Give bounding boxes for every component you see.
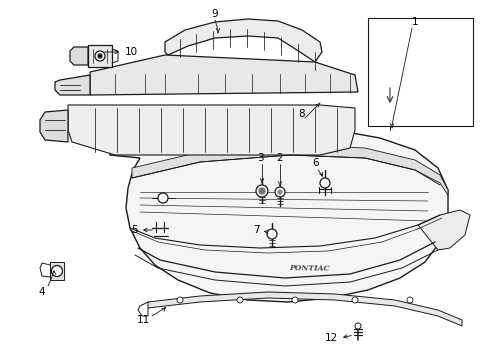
Text: 6: 6	[312, 158, 319, 168]
Circle shape	[95, 51, 105, 61]
Polygon shape	[55, 75, 90, 95]
Text: 3: 3	[256, 153, 263, 163]
Polygon shape	[417, 210, 469, 250]
Polygon shape	[132, 145, 447, 195]
Circle shape	[406, 297, 412, 303]
Ellipse shape	[285, 75, 299, 85]
Polygon shape	[68, 105, 354, 155]
Polygon shape	[50, 262, 64, 280]
Circle shape	[98, 54, 102, 58]
Polygon shape	[40, 110, 68, 142]
Circle shape	[351, 297, 357, 303]
Circle shape	[158, 193, 168, 203]
Ellipse shape	[156, 123, 183, 137]
Text: 12: 12	[324, 333, 337, 343]
Polygon shape	[148, 292, 461, 326]
Text: PONTIAC: PONTIAC	[289, 264, 330, 273]
Circle shape	[274, 187, 285, 197]
Polygon shape	[88, 45, 112, 67]
Text: 8: 8	[298, 109, 305, 119]
Circle shape	[319, 178, 329, 188]
Text: 9: 9	[211, 9, 218, 19]
Polygon shape	[164, 19, 321, 62]
Polygon shape	[70, 47, 88, 65]
Text: 10: 10	[125, 47, 138, 57]
Circle shape	[237, 297, 243, 303]
Ellipse shape	[319, 76, 331, 84]
Circle shape	[291, 297, 297, 303]
Circle shape	[256, 185, 267, 197]
Text: 11: 11	[136, 315, 149, 325]
Ellipse shape	[214, 123, 242, 137]
Text: 5: 5	[131, 225, 138, 235]
Circle shape	[259, 188, 264, 194]
Circle shape	[354, 323, 360, 329]
Circle shape	[177, 297, 183, 303]
Text: 2: 2	[276, 153, 283, 163]
Ellipse shape	[101, 123, 129, 137]
Ellipse shape	[175, 76, 200, 88]
Polygon shape	[110, 128, 447, 302]
Text: 4: 4	[39, 287, 45, 297]
Circle shape	[51, 266, 62, 276]
Text: 1: 1	[411, 17, 417, 27]
Ellipse shape	[130, 78, 150, 88]
Ellipse shape	[265, 123, 293, 137]
Circle shape	[278, 190, 282, 194]
Text: 7: 7	[253, 225, 260, 235]
Polygon shape	[90, 55, 357, 95]
Ellipse shape	[229, 75, 247, 85]
Circle shape	[266, 229, 276, 239]
